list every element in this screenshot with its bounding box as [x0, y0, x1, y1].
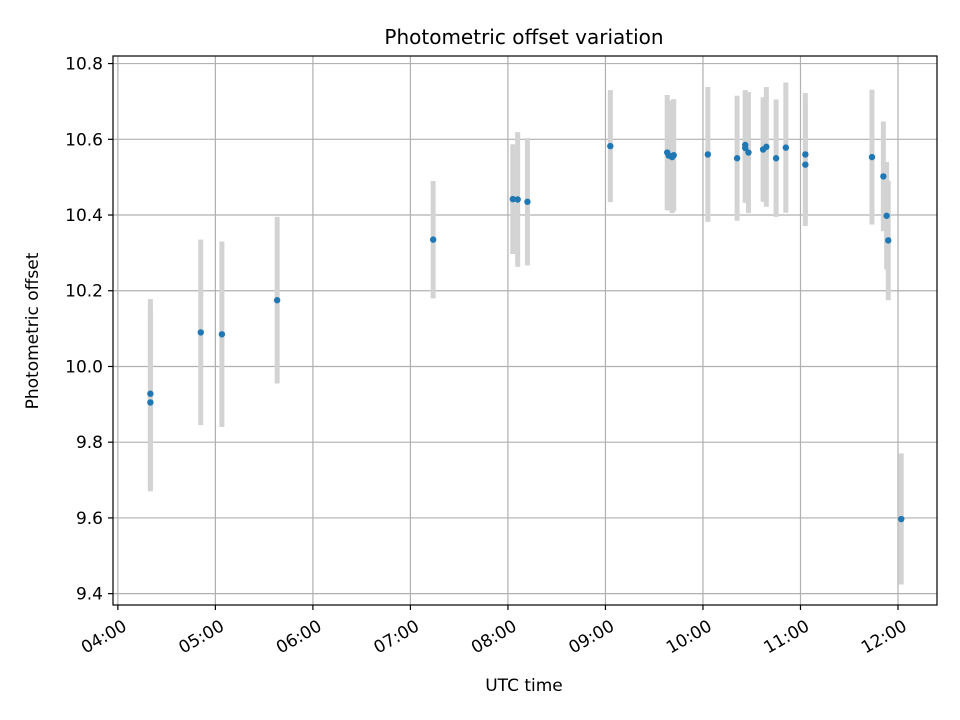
chart-title: Photometric offset variation	[384, 25, 663, 49]
y-tick-label: 10.4	[65, 206, 103, 226]
data-point	[883, 213, 889, 219]
data-point	[898, 516, 904, 522]
data-point	[802, 161, 808, 167]
data-point	[802, 151, 808, 157]
data-point	[745, 149, 751, 155]
data-point	[524, 199, 530, 205]
x-axis-label: UTC time	[485, 676, 563, 696]
y-tick-label: 9.8	[76, 433, 103, 453]
data-point	[880, 173, 886, 179]
data-point	[147, 399, 153, 405]
figure-background	[0, 0, 960, 720]
data-point	[219, 331, 225, 337]
data-point	[147, 391, 153, 397]
data-point	[783, 144, 789, 150]
data-point	[514, 196, 520, 202]
y-tick-label: 10.0	[65, 357, 103, 377]
data-point	[885, 237, 891, 243]
data-point	[763, 144, 769, 150]
y-tick-label: 9.6	[76, 509, 103, 529]
y-tick-label: 10.8	[65, 55, 103, 75]
data-point	[198, 329, 204, 335]
data-point	[274, 297, 280, 303]
data-point	[869, 154, 875, 160]
data-point	[671, 152, 677, 158]
data-point	[705, 151, 711, 157]
data-point	[734, 155, 740, 161]
y-axis-label: Photometric offset	[23, 252, 43, 409]
data-point	[430, 236, 436, 242]
data-point	[773, 155, 779, 161]
data-point	[607, 143, 613, 149]
y-tick-label: 9.4	[76, 585, 103, 605]
y-tick-label: 10.2	[65, 282, 103, 302]
chart: 04:00 05:00 06:00 07:00 08:00 09:00 10:00 11:00…	[0, 0, 960, 720]
y-tick-label: 10.6	[65, 130, 103, 150]
